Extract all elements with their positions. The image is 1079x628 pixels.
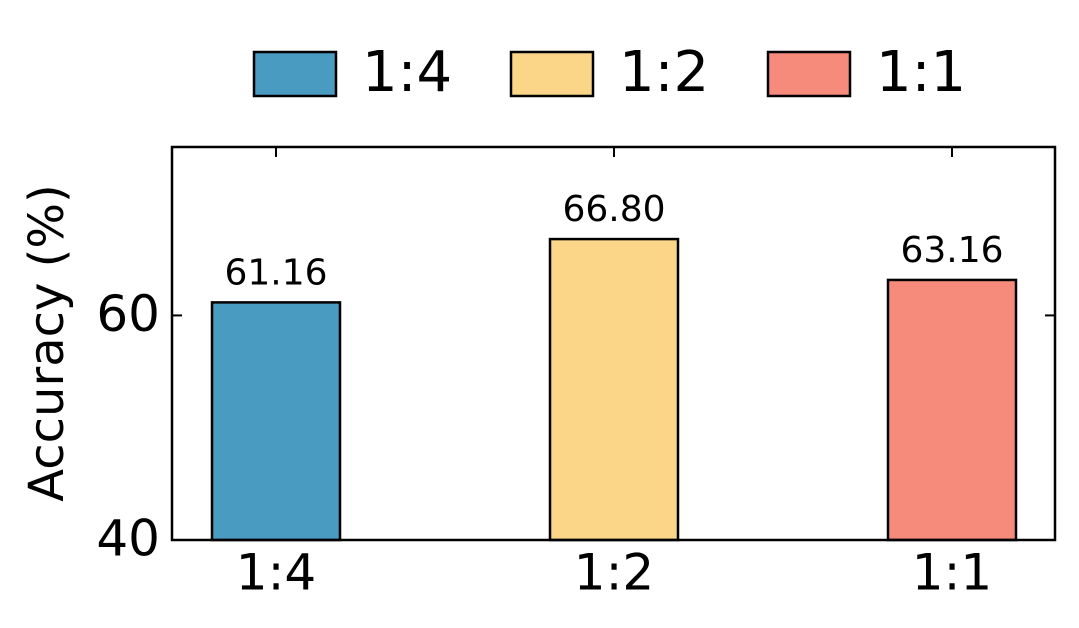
legend-swatch [252, 50, 338, 98]
x-tick-label: 1:2 [574, 544, 654, 602]
value-label: 61.16 [224, 252, 327, 293]
y-tick-label: 60 [96, 285, 160, 343]
value-label: 63.16 [900, 230, 1003, 271]
value-label: 66.80 [562, 189, 665, 230]
legend-label: 1:1 [876, 40, 966, 105]
legend-label: 1:2 [619, 40, 709, 105]
y-tick-label: 40 [96, 510, 160, 568]
legend-swatch [509, 50, 595, 98]
y-axis-label: Accuracy (%) [19, 184, 75, 501]
x-tick-label: 1:4 [236, 544, 316, 602]
x-tick-label: 1:1 [912, 544, 992, 602]
legend-swatch [766, 50, 852, 98]
legend-label: 1:4 [362, 40, 452, 105]
bar [210, 301, 342, 542]
bar [548, 237, 680, 542]
plot-frame [170, 145, 1057, 542]
bar [886, 278, 1018, 542]
